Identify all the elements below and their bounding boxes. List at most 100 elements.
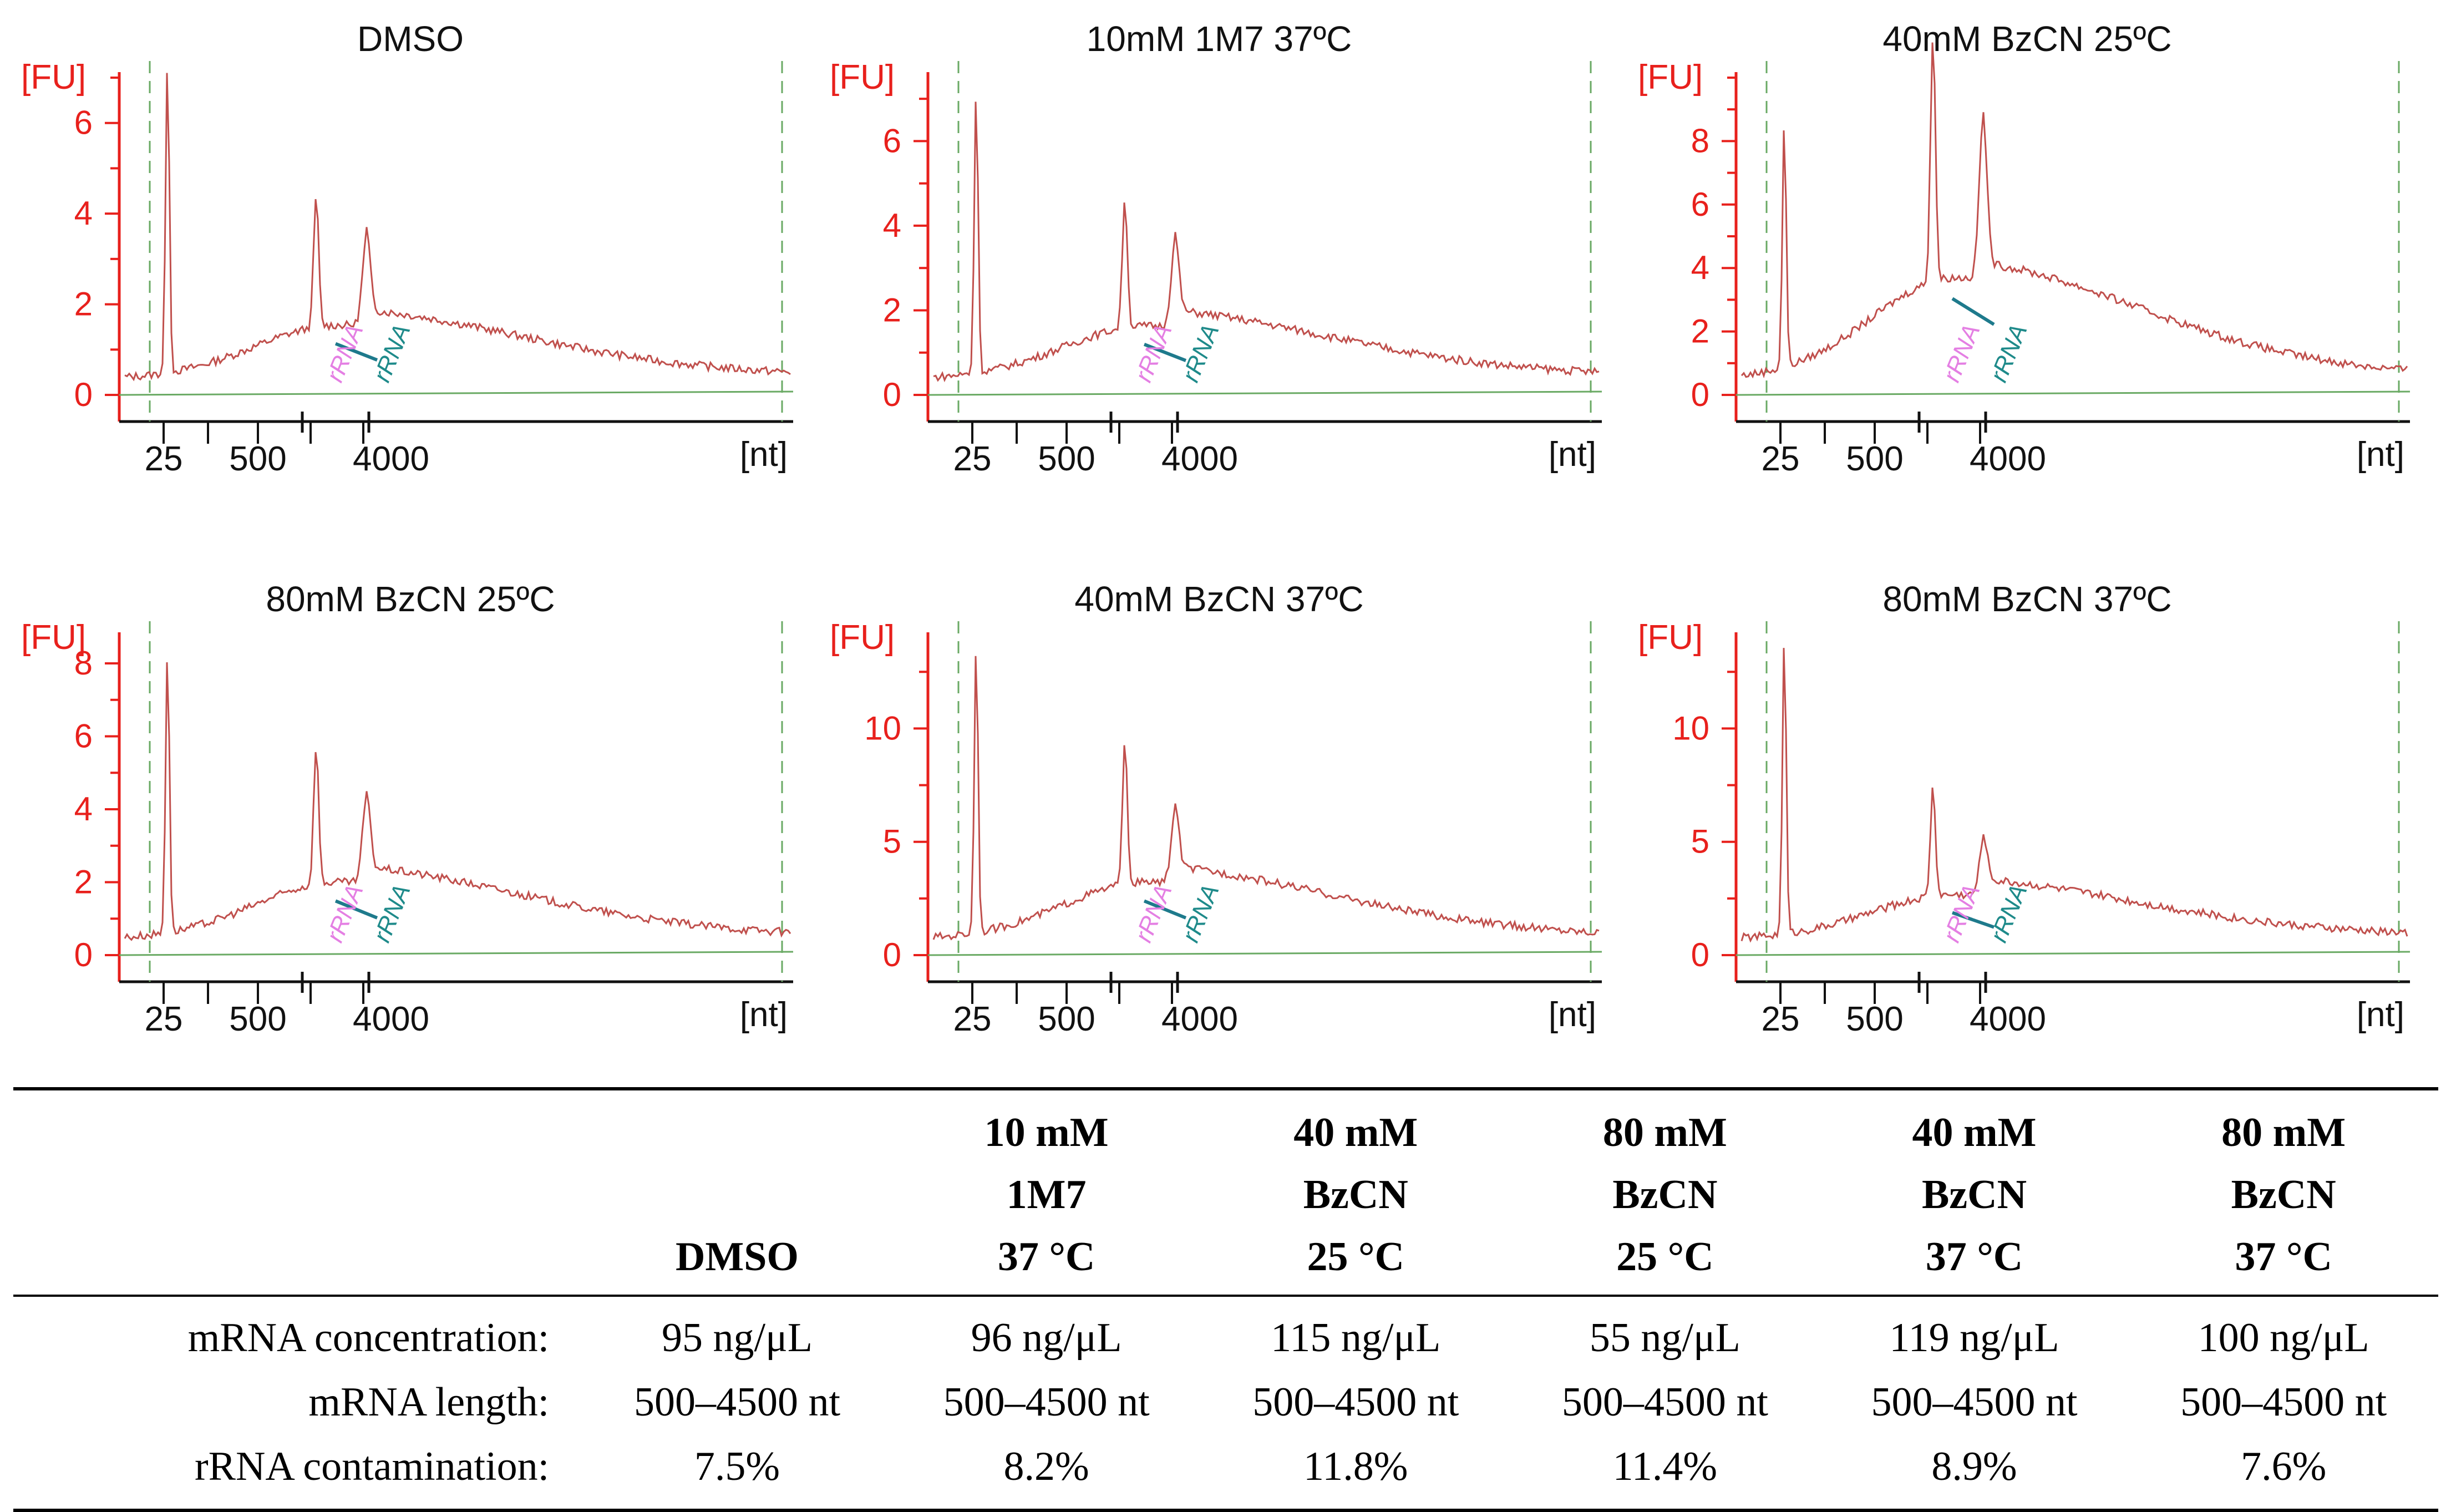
row-label: mRNA length: bbox=[308, 1379, 550, 1425]
table-row: mRNA concentration: 95 ng/μL 96 ng/μL 115 n… bbox=[13, 1296, 2438, 1370]
trace-line bbox=[124, 662, 791, 941]
x-tick-label: 500 bbox=[229, 440, 286, 478]
y-tick-label: 6 bbox=[1691, 186, 1709, 223]
column-header-line: 80 mM bbox=[2221, 1110, 2346, 1155]
column-header-2: 10 mM 1M7 37 °C bbox=[891, 1089, 1201, 1297]
rrna-28s-label: rRNA bbox=[1177, 321, 1225, 386]
y-tick-label: 4 bbox=[1691, 249, 1709, 286]
column-header-line: BzCN bbox=[1612, 1172, 1718, 1217]
column-header-line: 40 mM bbox=[1293, 1110, 1418, 1155]
y-tick-label: 6 bbox=[74, 104, 93, 141]
baseline bbox=[927, 390, 1602, 396]
y-tick-label: 5 bbox=[883, 823, 901, 860]
column-header-line: 80 mM bbox=[1602, 1110, 1727, 1155]
y-tick-label: 4 bbox=[74, 195, 93, 232]
x-tick-label: 500 bbox=[229, 1000, 286, 1038]
y-tick-label: 10 bbox=[1672, 709, 1709, 747]
y-tick-label: 6 bbox=[883, 122, 901, 159]
baseline bbox=[119, 951, 794, 956]
table-row: mRNA length: 500–4500 nt 500–4500 nt 500–45… bbox=[13, 1370, 2438, 1434]
column-header-line: BzCN bbox=[1303, 1172, 1408, 1217]
summary-table-area: DMSO 10 mM 1M7 37 °C 40 mM BzCN 25 °C 80 mM BzCN… bbox=[0, 1087, 2451, 1512]
rrna-18s-label: rRNA bbox=[1130, 881, 1178, 946]
rrna-bridge bbox=[334, 899, 378, 920]
x-tick-label: 500 bbox=[1846, 440, 1903, 478]
table-cell: 55 ng/μL bbox=[1589, 1315, 1740, 1361]
x-axis-label: [nt] bbox=[2357, 435, 2404, 474]
table-cell: 500–4500 nt bbox=[1871, 1379, 2078, 1425]
x-tick-label: 25 bbox=[953, 1000, 992, 1038]
y-axis-label: [FU] bbox=[830, 618, 895, 657]
table-cell: 96 ng/μL bbox=[971, 1315, 1122, 1361]
y-tick-label: 4 bbox=[74, 790, 93, 828]
x-tick-label: 25 bbox=[953, 440, 992, 478]
chart-title: 40mM BzCN 25ºC bbox=[1882, 19, 2171, 59]
chart-panel-3: 40mM BzCN 25ºC [FU] 0 2 4 6 8 25 500 4000 [nt] rRNA… bbox=[1638, 19, 2411, 478]
y-tick-label: 2 bbox=[74, 286, 93, 323]
rrna-bridge bbox=[1952, 911, 1995, 929]
y-axis-label: [FU] bbox=[1638, 58, 1703, 97]
y-tick-label: 8 bbox=[1691, 122, 1709, 159]
x-axis-label: [nt] bbox=[1549, 996, 1596, 1034]
table-cell: 95 ng/μL bbox=[662, 1315, 813, 1361]
table-cell: 500–4500 nt bbox=[1561, 1379, 1768, 1425]
table-row: rRNA contamination: 7.5% 8.2% 11.8% 11.4% 8.9… bbox=[13, 1434, 2438, 1510]
rrna-28s-label: rRNA bbox=[368, 881, 416, 946]
table-cell: 11.4% bbox=[1612, 1444, 1718, 1489]
table-cell: 100 ng/μL bbox=[2198, 1315, 2369, 1361]
y-tick-label: 5 bbox=[1691, 823, 1709, 860]
baseline bbox=[1736, 951, 2411, 956]
table-cell: 8.2% bbox=[1003, 1444, 1089, 1489]
x-tick-label: 4000 bbox=[353, 1000, 429, 1038]
y-tick-label: 0 bbox=[1691, 936, 1709, 973]
y-tick-label: 8 bbox=[74, 645, 93, 682]
rrna-bridge bbox=[1143, 899, 1187, 920]
table-cell: 7.6% bbox=[2241, 1444, 2327, 1489]
column-header-line: 1M7 bbox=[1006, 1172, 1087, 1217]
chart-panel-4: 80mM BzCN 25ºC [FU] 0 2 4 6 8 25 500 4000 [nt] rRNA… bbox=[21, 579, 794, 1038]
row-label: rRNA contamination: bbox=[194, 1444, 550, 1489]
column-header-line: 37 °C bbox=[997, 1234, 1095, 1280]
column-header-3: 40 mM BzCN 25 °C bbox=[1201, 1089, 1511, 1297]
rrna-bridge bbox=[1951, 297, 1995, 326]
y-tick-label: 6 bbox=[74, 718, 93, 755]
table-cell: 8.9% bbox=[1931, 1444, 2017, 1489]
y-tick-label: 0 bbox=[74, 936, 93, 973]
y-tick-label: 0 bbox=[883, 936, 901, 973]
x-axis-label: [nt] bbox=[740, 435, 788, 474]
row-label: mRNA concentration: bbox=[187, 1315, 550, 1361]
chart-title: 80mM BzCN 25ºC bbox=[266, 579, 555, 619]
y-tick-label: 2 bbox=[883, 291, 901, 328]
chart-panel-5: 40mM BzCN 37ºC [FU] 0 5 10 25 500 4000 [nt] rRNA r… bbox=[830, 579, 1602, 1038]
x-axis-label: [nt] bbox=[1549, 435, 1596, 474]
column-header-line: 37 °C bbox=[2235, 1234, 2332, 1280]
summary-table: DMSO 10 mM 1M7 37 °C 40 mM BzCN 25 °C 80 mM BzCN… bbox=[13, 1087, 2438, 1512]
trace-line bbox=[1740, 648, 2408, 943]
chart-title: 80mM BzCN 37ºC bbox=[1882, 579, 2171, 619]
x-axis-label: [nt] bbox=[740, 996, 788, 1034]
trace-line bbox=[1740, 42, 2408, 379]
baseline bbox=[1736, 390, 2411, 396]
y-tick-label: 2 bbox=[1691, 313, 1709, 350]
x-tick-label: 4000 bbox=[353, 440, 429, 478]
x-axis-label: [nt] bbox=[2357, 996, 2404, 1034]
trace-line bbox=[932, 656, 1600, 941]
rrna-28s-label: rRNA bbox=[1177, 881, 1225, 946]
chart-panel-6: 80mM BzCN 37ºC [FU] 0 5 10 25 500 4000 [nt] rRNA r… bbox=[1638, 579, 2411, 1038]
x-tick-label: 4000 bbox=[1970, 440, 2046, 478]
baseline bbox=[927, 951, 1602, 956]
trace-line bbox=[124, 73, 791, 382]
y-tick-label: 0 bbox=[74, 376, 93, 413]
chart-title: 10mM 1M7 37ºC bbox=[1087, 19, 1352, 59]
column-header-line: DMSO bbox=[675, 1234, 799, 1280]
x-tick-label: 500 bbox=[1038, 1000, 1095, 1038]
x-tick-label: 25 bbox=[1762, 1000, 1800, 1038]
table-cell: 500–4500 nt bbox=[2180, 1379, 2387, 1425]
y-axis-label: [FU] bbox=[1638, 618, 1703, 657]
rrna-18s-label: rRNA bbox=[321, 881, 369, 946]
table-cell: 115 ng/μL bbox=[1271, 1315, 1441, 1361]
rrna-28s-label: rRNA bbox=[1985, 321, 2033, 386]
